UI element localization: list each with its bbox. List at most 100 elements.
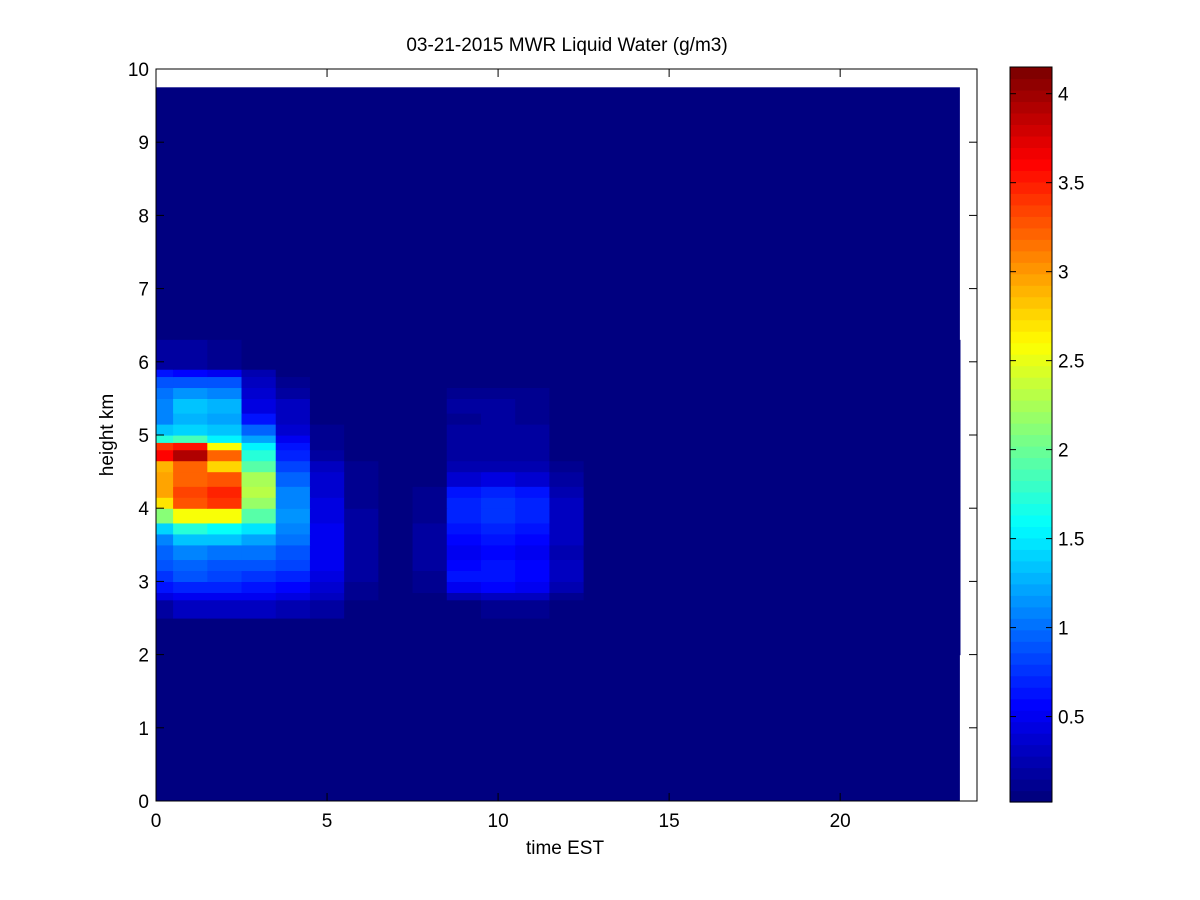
y-tick-label: 0	[138, 792, 149, 813]
heatmap-cell	[173, 369, 208, 378]
heatmap-cell	[583, 581, 961, 593]
heatmap-cell	[275, 592, 311, 601]
heatmap-cell	[241, 449, 277, 462]
heatmap-cell	[309, 435, 345, 443]
colorbar-segment	[1010, 423, 1052, 436]
heatmap-cell	[378, 387, 414, 399]
heatmap-cell	[378, 460, 414, 473]
colorbar-tick-label: 1	[1058, 619, 1069, 640]
heatmap-cell	[515, 435, 550, 443]
y-tick-label: 3	[138, 572, 149, 593]
heatmap-cell	[549, 369, 585, 378]
heatmap-cell	[173, 544, 208, 561]
heatmap-cell	[275, 497, 311, 509]
heatmap-cell	[241, 442, 277, 451]
colorbar-segment	[1010, 457, 1052, 470]
heatmap-cell	[583, 398, 961, 414]
heatmap-cell	[378, 442, 414, 451]
heatmap-cell	[173, 618, 208, 656]
heatmap-cell	[549, 618, 585, 656]
heatmap-cell	[549, 424, 585, 436]
heatmap-cell	[515, 398, 550, 414]
heatmap-cell	[378, 544, 414, 561]
heatmap-cell	[241, 369, 277, 378]
heatmap-cell	[241, 497, 277, 509]
heatmap-cell	[173, 442, 208, 451]
colorbar-segment	[1010, 606, 1052, 619]
heatmap-cell	[378, 424, 414, 436]
heatmap-cell	[156, 413, 174, 425]
colorbar-segment	[1010, 434, 1052, 447]
heatmap-cell	[241, 398, 277, 414]
heatmap-cell	[515, 449, 550, 462]
heatmap-cell	[378, 559, 414, 572]
y-tick-label: 4	[138, 499, 149, 520]
heatmap-cell	[515, 369, 550, 378]
heatmap-cell	[515, 508, 550, 524]
heatmap-cell	[309, 544, 345, 561]
colorbar-segment	[1010, 204, 1052, 217]
heatmap-cell	[549, 460, 585, 473]
heatmap-cell	[480, 559, 516, 572]
y-tick-label: 9	[138, 133, 149, 154]
heatmap-cell	[275, 442, 311, 451]
heatmap-cell	[515, 522, 550, 535]
heatmap-cell	[412, 460, 448, 473]
heatmap-cell	[480, 544, 516, 561]
colorbar-segment	[1010, 491, 1052, 504]
heatmap-cell	[309, 497, 345, 509]
heatmap-cell	[156, 398, 174, 414]
heatmap-cell	[275, 376, 311, 389]
heatmap-cell	[156, 581, 174, 593]
heatmap-cell	[583, 544, 961, 561]
colorbar-segment	[1010, 285, 1052, 298]
colorbar-segment	[1010, 112, 1052, 126]
colorbar-axis: 0.5 1 1.5 2 2.5 3 3.5 4	[1010, 85, 1084, 729]
heatmap-cell	[480, 522, 516, 535]
heatmap-cell	[156, 559, 174, 572]
heatmap-cell	[241, 413, 277, 425]
heatmap-cell	[446, 460, 482, 473]
heatmap-cell	[344, 442, 379, 451]
colorbar-segment	[1010, 365, 1052, 378]
heatmap-cell	[241, 592, 277, 601]
heatmap-cell	[241, 522, 277, 535]
colorbar-segment	[1010, 147, 1052, 160]
heatmap-cell	[309, 369, 345, 378]
heatmap-cell	[583, 570, 961, 582]
heatmap-cell	[207, 497, 243, 509]
y-tick-label: 10	[128, 60, 149, 81]
heatmap-cell	[156, 376, 174, 389]
heatmap-cell	[446, 471, 482, 487]
heatmap-cell	[446, 449, 482, 462]
heatmap-cell	[275, 387, 311, 399]
heatmap-cell	[583, 522, 961, 535]
heatmap-cell	[156, 369, 174, 378]
heatmap-cell	[309, 618, 345, 656]
heatmap-cell	[583, 497, 961, 509]
heatmap-cell	[480, 618, 516, 656]
heatmap-cell	[309, 460, 345, 473]
colorbar-frame	[1009, 66, 1053, 803]
x-tick-label: 0	[151, 811, 162, 832]
heatmap-cell	[275, 544, 311, 561]
heatmap-cell	[156, 339, 174, 370]
heatmap-cell	[173, 559, 208, 572]
heatmap-cell	[173, 449, 208, 462]
colorbar-segment	[1010, 124, 1052, 137]
heatmap-cell	[344, 486, 379, 498]
heatmap-cell	[549, 581, 585, 593]
heatmap-cell	[446, 522, 482, 535]
heatmap-cell	[446, 442, 482, 451]
heatmap-cell	[173, 508, 208, 524]
heatmap-cell	[549, 508, 585, 524]
heatmap-cell	[446, 369, 482, 378]
heatmap-cell	[412, 486, 448, 498]
y-tick-label: 8	[138, 206, 149, 227]
heatmap-cell	[549, 387, 585, 399]
heatmap-cell	[549, 435, 585, 443]
heatmap-cell	[549, 544, 585, 561]
heatmap-cell	[241, 486, 277, 498]
heatmap-cell	[207, 424, 243, 436]
colorbar-segment	[1010, 549, 1052, 562]
